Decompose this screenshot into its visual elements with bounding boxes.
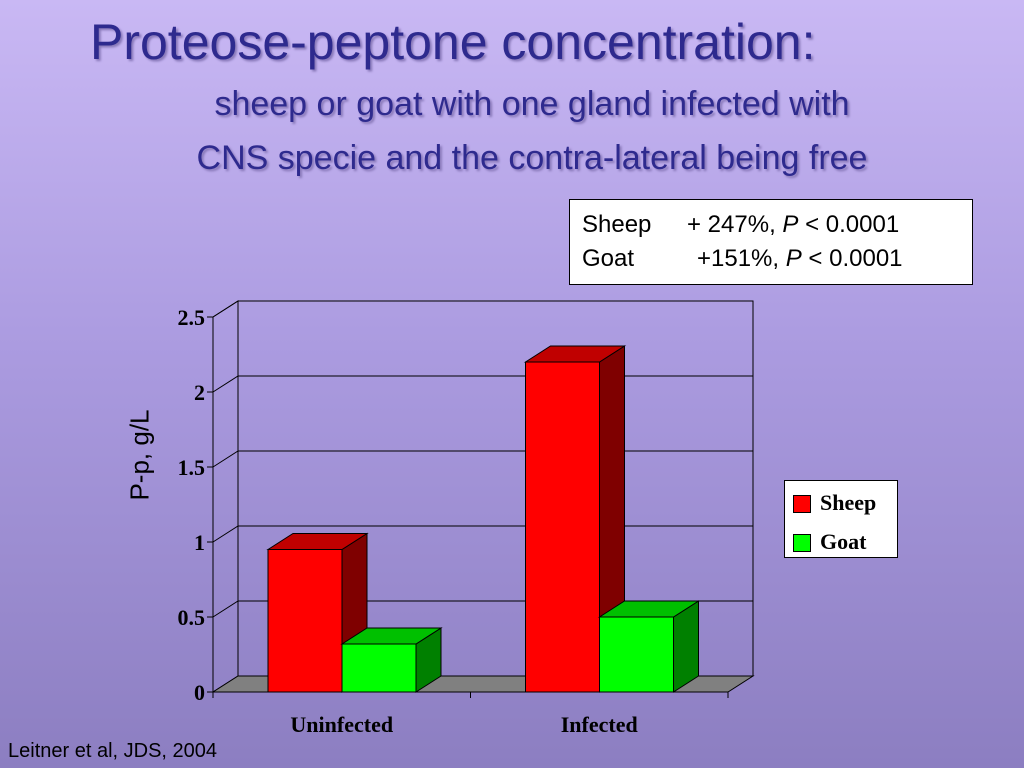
stat-species: Sheep — [582, 211, 652, 238]
gridline — [212, 375, 753, 393]
stat-change: + 247%, — [687, 211, 783, 238]
stat-line-goat: Goat +151%, P < 0.0001 — [582, 242, 972, 276]
stat-change: +151%, — [697, 245, 786, 272]
side-wall — [212, 300, 239, 693]
title-main: Proteose-peptone concentration: — [90, 14, 816, 70]
stat-p-label: P — [785, 245, 802, 272]
legend-swatch-sheep — [793, 495, 811, 513]
y-tick-label: 1.5 — [178, 455, 206, 480]
bar-sheep-infected — [525, 361, 600, 693]
x-tick-label: Uninfected — [290, 712, 393, 737]
bar-top-goat-infected — [597, 600, 701, 618]
y-tick-label: 0 — [194, 680, 205, 705]
y-axis-label: P-p, g/L — [124, 409, 155, 501]
y-tick-label: 2.5 — [178, 305, 206, 330]
y-tick-label: 1 — [194, 530, 205, 555]
y-tick-label: 0.5 — [178, 605, 206, 630]
legend-item-sheep: Sheep — [793, 489, 897, 517]
stat-p-value: < 0.0001 — [798, 211, 900, 238]
stat-species: Goat — [582, 245, 635, 272]
x-tick-label: Infected — [561, 712, 638, 737]
stat-p-value: < 0.0001 — [801, 245, 903, 272]
gridline — [212, 450, 753, 468]
legend-swatch-goat — [793, 534, 811, 552]
bar-top-goat-uninfected — [340, 627, 443, 645]
stat-line-sheep: Sheep + 247%, P < 0.0001 — [582, 208, 972, 242]
legend-label-sheep: Sheep — [820, 490, 877, 515]
stat-value: +151%, P < 0.0001 — [697, 242, 903, 276]
gridline — [212, 300, 753, 318]
y-tick-label: 2 — [194, 380, 205, 405]
legend-label-goat: Goat — [820, 529, 867, 554]
chart-legend: Sheep Goat — [784, 480, 898, 558]
citation: Leitner et al, JDS, 2004 — [8, 740, 218, 762]
stat-value: + 247%, P < 0.0001 — [687, 208, 899, 242]
stat-p-label: P — [782, 211, 799, 238]
bar-sheep-uninfected — [267, 549, 343, 693]
bar-goat-uninfected — [341, 643, 417, 693]
bar-goat-infected — [599, 616, 674, 693]
bar-top-sheep-infected — [523, 345, 627, 363]
legend-item-goat: Goat — [793, 528, 897, 556]
bar-top-sheep-uninfected — [266, 533, 369, 550]
title-subtitle-line-2: CNS specie and the contra-lateral being … — [196, 139, 868, 177]
title-subtitle-line-1: sheep or goat with one gland infected wi… — [214, 85, 850, 123]
statistics-box: Sheep + 247%, P < 0.0001 Goat +151%, P <… — [569, 199, 973, 285]
